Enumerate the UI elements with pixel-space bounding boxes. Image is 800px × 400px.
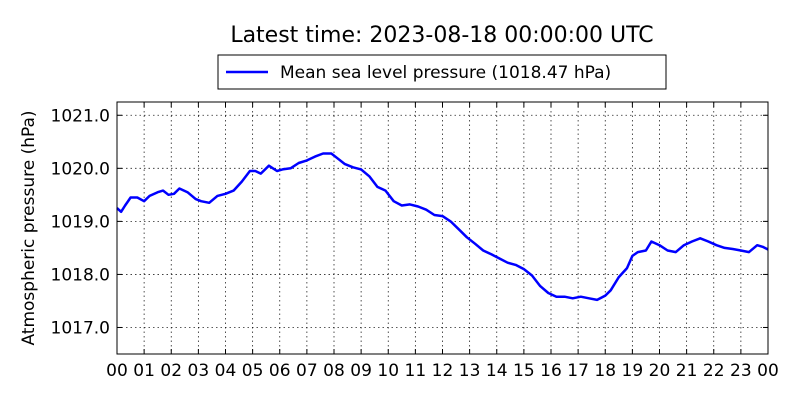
x-tick-label: 01 xyxy=(133,361,155,381)
x-tick-label: 07 xyxy=(296,361,318,381)
x-tick-label: 00 xyxy=(757,361,779,381)
x-tick-label: 04 xyxy=(215,361,237,381)
y-tick-label: 1021.0 xyxy=(51,106,110,126)
series-layer xyxy=(116,152,769,302)
series-line-mean-sea-level-pressure xyxy=(116,152,769,302)
x-tick-label: 00 xyxy=(106,361,128,381)
x-tick-label: 19 xyxy=(622,361,644,381)
x-tick-label: 15 xyxy=(513,361,535,381)
legend-label: Mean sea level pressure (1018.47 hPa) xyxy=(280,63,611,83)
x-tick-label: 22 xyxy=(703,361,725,381)
x-tick-label: 03 xyxy=(188,361,210,381)
tick-layer: 00 01 02 03 04 05 06 07 08 09 10 11 12 13 14 15 16 17 18 19… xyxy=(51,102,779,381)
x-tick-label: 11 xyxy=(405,361,427,381)
x-tick-label: 02 xyxy=(160,361,182,381)
x-tick-label: 14 xyxy=(486,361,508,381)
x-tick-label: 10 xyxy=(377,361,399,381)
x-tick-label: 05 xyxy=(242,361,264,381)
x-tick-label: 18 xyxy=(594,361,616,381)
x-tick-label: 23 xyxy=(730,361,752,381)
y-tick-label: 1020.0 xyxy=(51,159,110,179)
y-axis-label: Atmospheric pressure (hPa) xyxy=(19,110,39,345)
y-tick-label: 1018.0 xyxy=(51,265,110,285)
y-tick-label: 1017.0 xyxy=(51,318,110,338)
x-tick-label: 21 xyxy=(676,361,698,381)
x-tick-label: 08 xyxy=(323,361,345,381)
x-tick-label: 20 xyxy=(649,361,671,381)
x-tick-label: 12 xyxy=(432,361,454,381)
grid-layer xyxy=(117,102,768,354)
chart-title: Latest time: 2023-08-18 00:00:00 UTC xyxy=(230,23,653,48)
x-tick-label: 17 xyxy=(567,361,589,381)
legend: Mean sea level pressure (1018.47 hPa) xyxy=(217,54,667,90)
plot-frame xyxy=(116,101,769,355)
x-tick-label: 09 xyxy=(350,361,372,381)
x-tick-label: 13 xyxy=(459,361,481,381)
y-tick-label: 1019.0 xyxy=(51,212,110,232)
x-tick-label: 06 xyxy=(269,361,291,381)
x-tick-label: 16 xyxy=(540,361,562,381)
legend-box xyxy=(217,54,667,90)
